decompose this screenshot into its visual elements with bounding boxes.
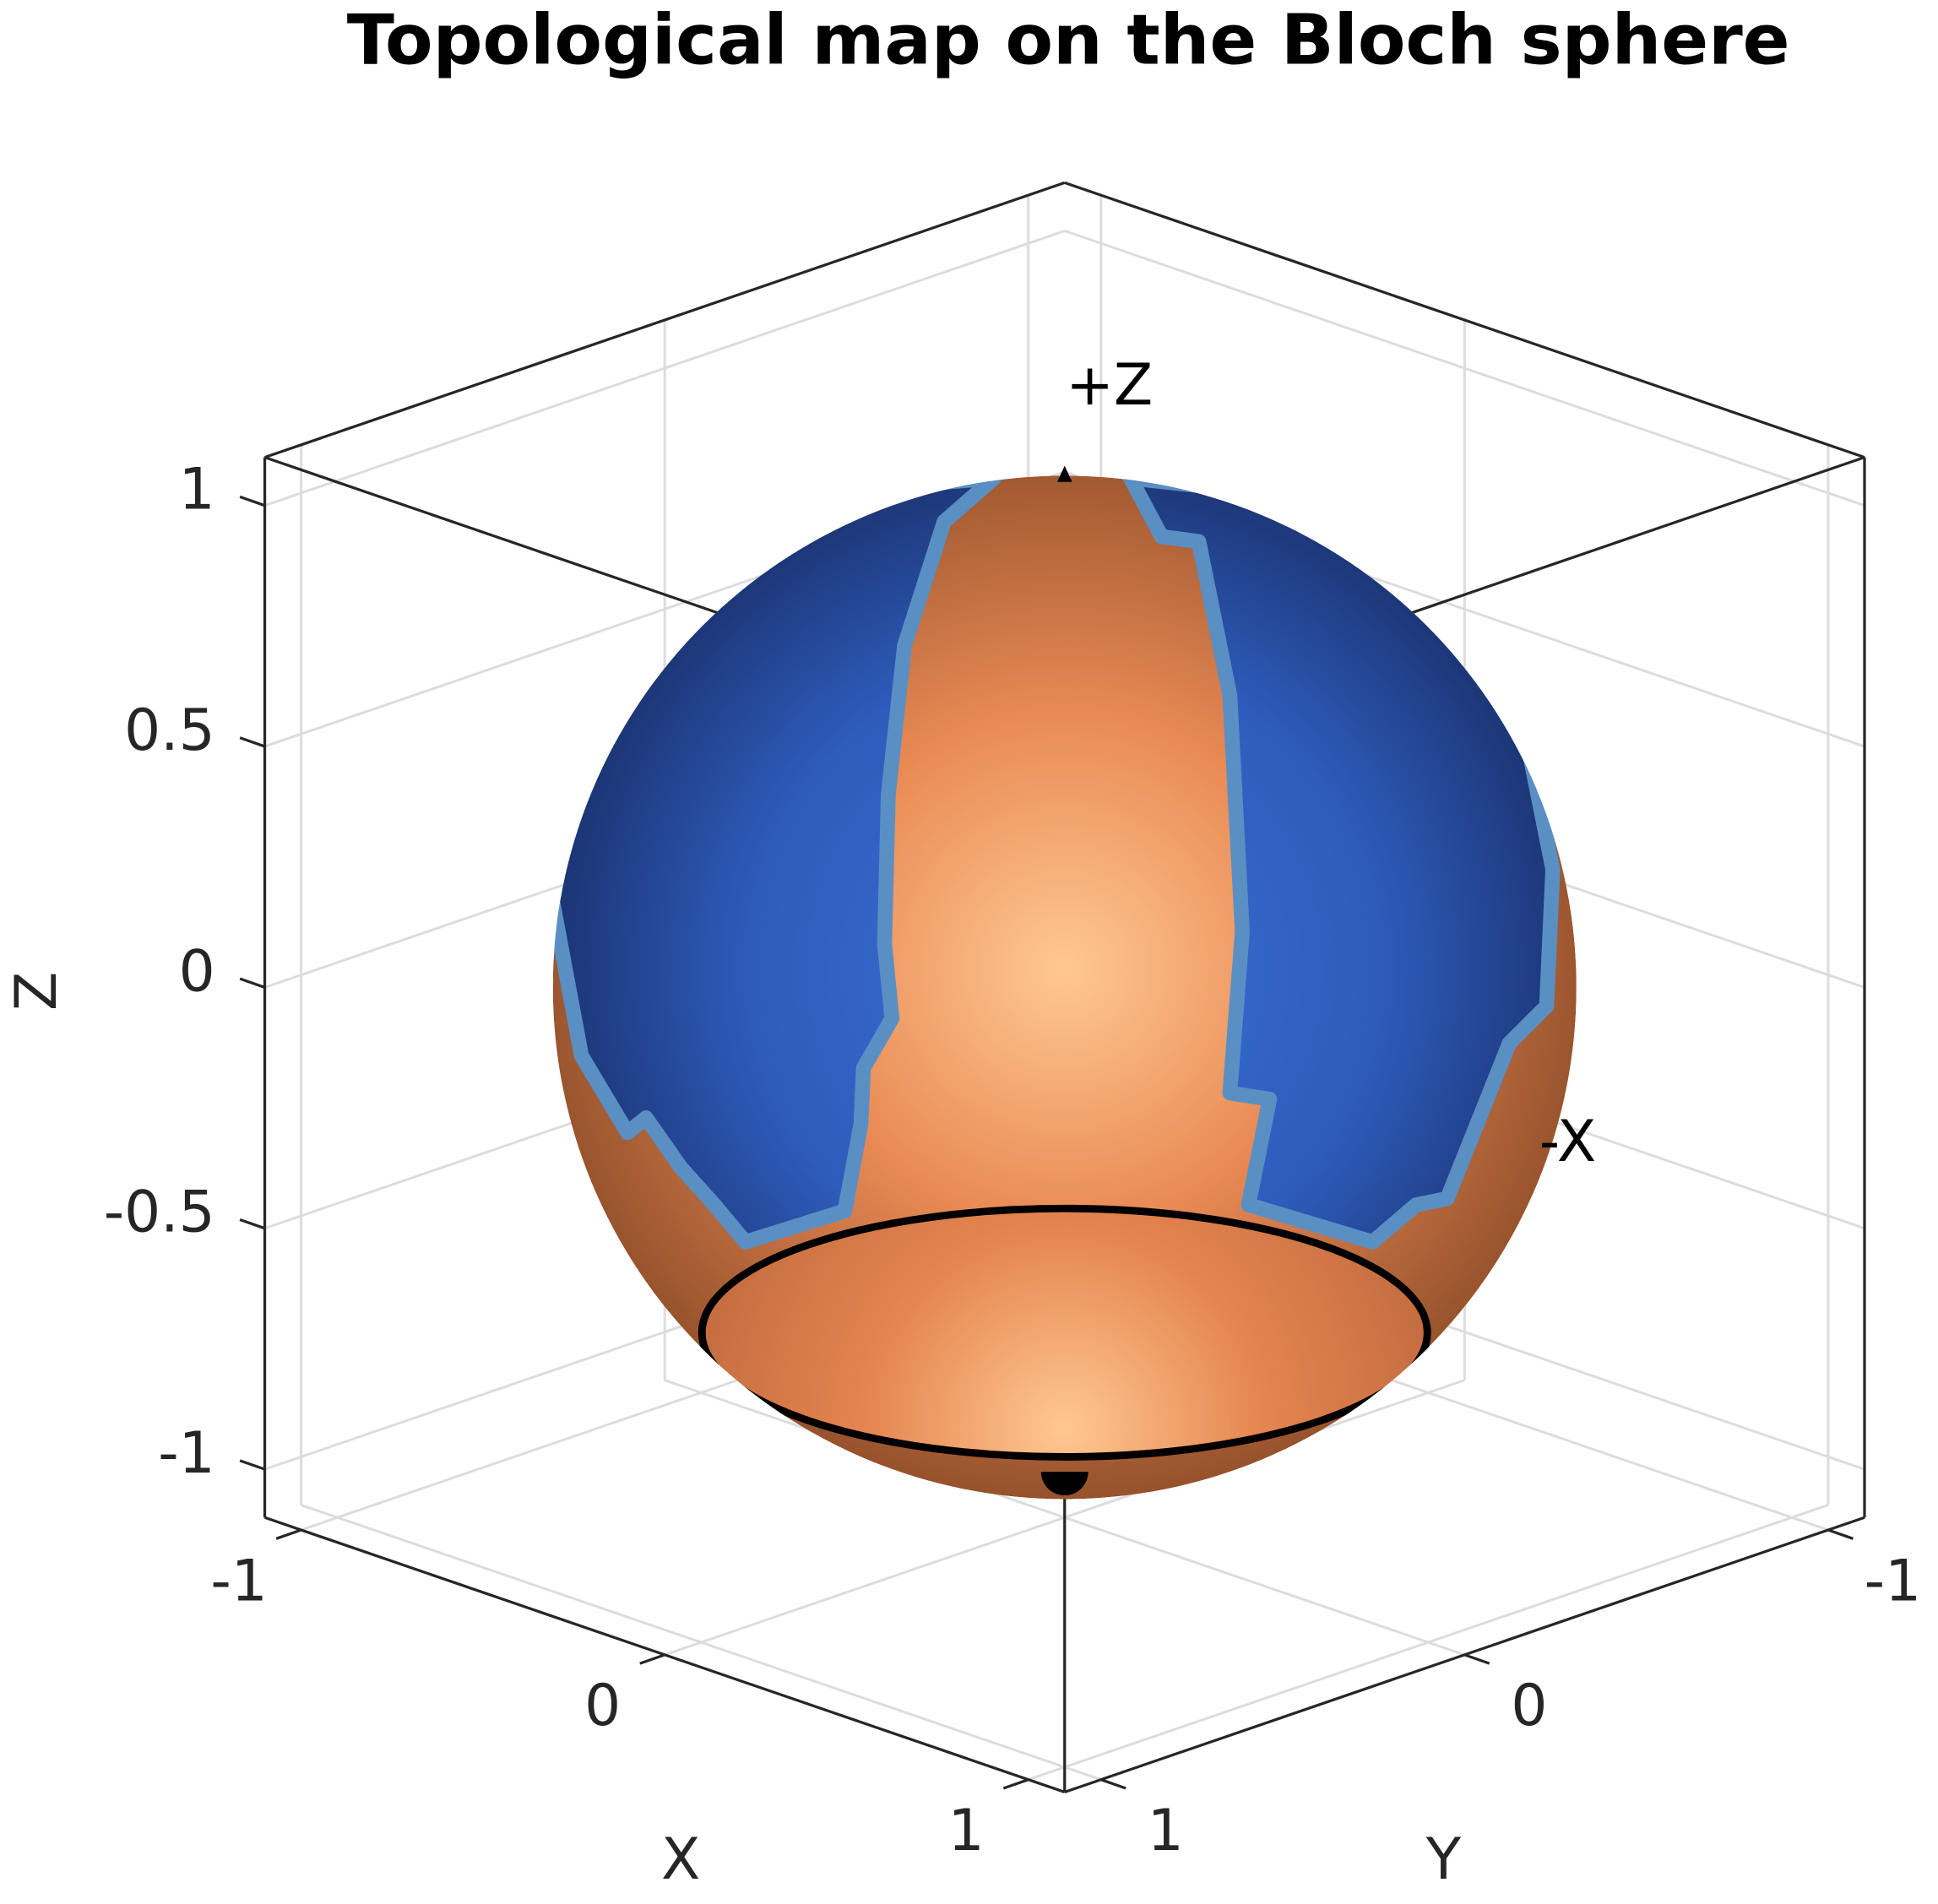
- tick-mark: [275, 1528, 302, 1540]
- y-tick-label: 0: [1511, 1672, 1547, 1739]
- tick-mark: [239, 1459, 266, 1471]
- tick-mark: [1827, 1528, 1854, 1540]
- x-axis-label: X: [661, 1825, 700, 1892]
- x-tick-label: -1: [210, 1547, 267, 1614]
- grid-line: [301, 1504, 1102, 1782]
- tick-mark: [239, 977, 266, 989]
- axis-edge: [1064, 181, 1865, 459]
- annotation: -X: [1539, 1108, 1596, 1174]
- annotation: +Z: [1066, 351, 1153, 418]
- y-axis-label: Y: [1425, 1825, 1462, 1892]
- z-tick-label: -1: [158, 1419, 214, 1486]
- tick-mark: [639, 1653, 665, 1665]
- z-axis-label: Z: [3, 972, 69, 1011]
- z-tick-label: 0: [179, 937, 215, 1004]
- tick-mark: [239, 495, 266, 507]
- z-tick-label: 0.5: [124, 697, 215, 763]
- tick-mark: [1002, 1778, 1029, 1790]
- axes-front: -1 -0.5 0 0.5 1 -1 0 1 -1 0 1: [104, 181, 1921, 1863]
- chart-title: Topological map on the Bloch sphere: [347, 0, 1790, 80]
- tick-mark: [1463, 1653, 1490, 1665]
- x-tick-label: 0: [584, 1672, 621, 1739]
- cap-circle: [698, 1204, 1431, 1461]
- axis-edge: [264, 181, 1066, 459]
- x-tick-label: 1: [948, 1797, 985, 1863]
- pole-marker: [1056, 465, 1072, 482]
- y-tick-label: -1: [1865, 1547, 1921, 1614]
- y-tick-label: 1: [1148, 1797, 1184, 1863]
- tick-mark: [1100, 1778, 1126, 1790]
- sphere: [552, 475, 1577, 1500]
- tick-mark: [239, 736, 266, 748]
- z-tick-label: -0.5: [104, 1179, 215, 1245]
- tick-mark: [239, 1218, 266, 1230]
- pole-marker: [1040, 1472, 1088, 1496]
- z-tick-label: 1: [179, 456, 215, 523]
